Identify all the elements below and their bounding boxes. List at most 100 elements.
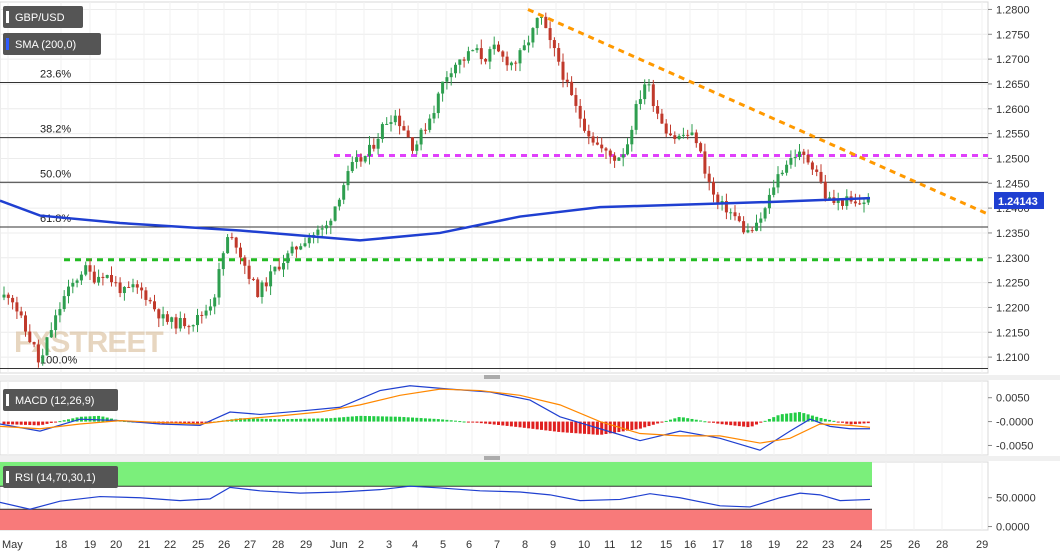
macd-histogram-bar xyxy=(643,421,647,428)
candle-body xyxy=(2,294,6,298)
candle-body xyxy=(11,297,15,303)
macd-histogram-bar xyxy=(92,416,96,422)
candle-body xyxy=(320,228,324,230)
macd-histogram-bar xyxy=(333,417,337,422)
macd-histogram-bar xyxy=(690,418,694,422)
x-tick-label: 27 xyxy=(244,539,256,551)
last-price-tag xyxy=(994,192,1044,210)
macd-y-label: 0.0050 xyxy=(996,393,1030,405)
candle-body xyxy=(153,301,156,310)
candle-body xyxy=(501,51,505,57)
macd-histogram-bar xyxy=(755,421,758,425)
candle-body xyxy=(200,314,204,316)
x-tick-label: 25 xyxy=(880,539,892,551)
macd-histogram-bar xyxy=(836,421,840,423)
candle-body xyxy=(342,185,346,200)
candle-body xyxy=(750,230,754,232)
candle-body xyxy=(600,144,604,149)
macd-histogram-bar xyxy=(247,418,251,422)
x-tick-label: May xyxy=(2,539,23,551)
fib-label: 23.6% xyxy=(40,68,71,80)
macd-histogram-bar xyxy=(583,421,586,434)
x-tick-label: 18 xyxy=(55,539,67,551)
candle-body xyxy=(122,286,126,294)
candle-body xyxy=(303,243,307,247)
macd-histogram-bar xyxy=(269,418,273,422)
candle-body xyxy=(651,84,655,107)
candle-body xyxy=(32,342,36,345)
horizontal-levels xyxy=(64,153,988,262)
macd-histogram-bar xyxy=(187,421,191,424)
candle-body xyxy=(492,44,496,50)
macd-histogram-bar xyxy=(557,421,561,432)
macd-histogram-bar xyxy=(441,419,445,422)
candle-body xyxy=(535,17,539,29)
candle-body xyxy=(595,142,599,145)
candle-body xyxy=(269,271,273,287)
x-tick-label: 22 xyxy=(796,539,808,551)
y-tick-label: 1.2800 xyxy=(996,4,1030,16)
macd-histogram-bar xyxy=(518,421,522,428)
legend: GBP/USD SMA (200,0) xyxy=(3,6,101,55)
candle-body xyxy=(337,199,341,207)
candle-body xyxy=(170,317,174,322)
macd-histogram-bar xyxy=(798,412,801,422)
y-tick-label: 1.2350 xyxy=(996,228,1030,240)
macd-histogram-bar xyxy=(320,418,324,422)
candle-body xyxy=(226,237,230,254)
x-tick-label: 12 xyxy=(630,539,642,551)
macd-histogram-bar xyxy=(626,421,629,431)
candle-body xyxy=(204,310,208,316)
y-tick-label: 1.2450 xyxy=(996,178,1030,190)
candle-body xyxy=(471,50,475,52)
candle-body xyxy=(277,266,281,270)
candle-body xyxy=(299,246,303,250)
candle-body xyxy=(118,282,122,294)
candle-body xyxy=(712,181,715,195)
rsi-badge xyxy=(3,466,118,488)
candle-body xyxy=(527,42,531,46)
rsi-marker xyxy=(6,471,9,483)
candle-body xyxy=(307,237,311,244)
candle-body xyxy=(694,132,698,144)
candle-body xyxy=(441,81,445,94)
candle-body xyxy=(798,151,801,158)
macd-histogram-bar xyxy=(630,421,634,431)
candle-body xyxy=(131,284,135,288)
macd-histogram-bar xyxy=(350,416,354,422)
panel-separator xyxy=(0,375,1060,380)
candle-body xyxy=(75,280,79,283)
candle-body xyxy=(531,28,535,43)
candle-body xyxy=(815,169,819,172)
candle-body xyxy=(239,247,242,258)
candle-body xyxy=(294,246,298,250)
candle-body xyxy=(436,93,440,114)
candle-body xyxy=(376,139,380,149)
macd-histogram-bar xyxy=(6,421,10,425)
macd-histogram-bar xyxy=(647,421,651,427)
x-tick-label: 5 xyxy=(440,539,446,551)
candle-body xyxy=(862,202,866,205)
watermark-logo: FXSTREET xyxy=(14,326,163,359)
macd-histogram-bar xyxy=(651,421,655,425)
candles xyxy=(2,12,870,368)
candle-body xyxy=(333,206,337,221)
macd-histogram-bar xyxy=(845,421,849,424)
candle-body xyxy=(363,155,367,162)
macd-histogram-bar xyxy=(411,417,414,422)
macd-histogram-bar xyxy=(819,417,823,422)
candle-body xyxy=(110,275,113,283)
candle-body xyxy=(88,265,92,272)
macd-histogram-bar xyxy=(694,419,698,422)
macd-histogram-bar xyxy=(497,421,500,426)
macd-histogram-bar xyxy=(578,421,582,434)
macd-histogram-bar xyxy=(587,421,591,435)
candle-body xyxy=(196,314,199,326)
macd-histogram-bar xyxy=(398,416,402,422)
x-tick-label: 16 xyxy=(684,539,696,551)
candle-body xyxy=(466,51,470,61)
macd-histogram-bar xyxy=(604,421,608,435)
candle-body xyxy=(411,137,414,151)
candle-body xyxy=(716,194,720,204)
macd-histogram-bar xyxy=(273,419,277,422)
